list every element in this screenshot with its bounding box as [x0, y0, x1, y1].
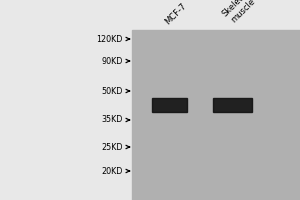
Bar [152, 98, 187, 112]
Text: 20KD: 20KD [102, 166, 123, 176]
Text: 35KD: 35KD [102, 116, 123, 124]
Text: MCF-7: MCF-7 [163, 1, 188, 26]
Text: 50KD: 50KD [102, 87, 123, 96]
Text: 90KD: 90KD [102, 56, 123, 66]
Text: 120KD: 120KD [97, 34, 123, 44]
Bar [213, 98, 252, 112]
Text: Skeletal
muscle: Skeletal muscle [220, 0, 258, 26]
Text: 25KD: 25KD [101, 142, 123, 152]
Bar [132, 30, 300, 200]
